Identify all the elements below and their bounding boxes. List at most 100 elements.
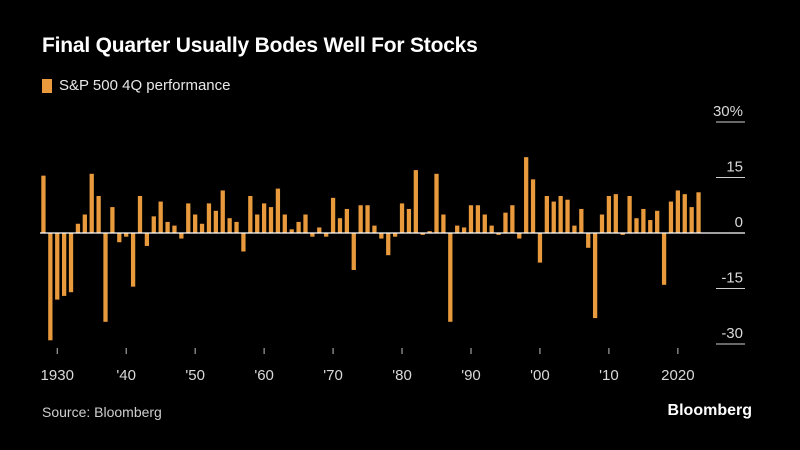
bar-1930 bbox=[55, 233, 60, 300]
bar-1943 bbox=[144, 233, 150, 246]
bar-1991 bbox=[475, 205, 481, 233]
bar-1953 bbox=[213, 210, 218, 233]
bar-2020 bbox=[675, 190, 681, 233]
bar-1956 bbox=[234, 221, 239, 233]
bar-2010 bbox=[606, 196, 612, 233]
bar-2012 bbox=[620, 233, 625, 235]
bar-1931 bbox=[62, 233, 67, 296]
bar-2004 bbox=[565, 199, 570, 233]
bar-2016 bbox=[648, 220, 653, 233]
bar-1985 bbox=[434, 173, 439, 233]
legend-label: S&P 500 4Q performance bbox=[59, 77, 231, 94]
x-tick-label: '60 bbox=[254, 367, 274, 384]
x-tick-label: '80 bbox=[392, 367, 412, 384]
bar-1977 bbox=[379, 233, 384, 239]
y-tick-label: 30% bbox=[713, 103, 743, 120]
bar-1993 bbox=[489, 225, 494, 233]
bar-1997 bbox=[517, 233, 522, 239]
bar-2011 bbox=[613, 194, 618, 233]
bar-2009 bbox=[599, 214, 605, 233]
bar-1998 bbox=[524, 157, 529, 233]
x-tick-label: 1930 bbox=[41, 367, 74, 384]
bar-2006 bbox=[579, 208, 584, 233]
bar-1959 bbox=[255, 214, 260, 233]
bar-1995 bbox=[503, 212, 508, 233]
bar-2018 bbox=[661, 233, 667, 285]
bar-2022 bbox=[689, 207, 694, 233]
bar-2023 bbox=[696, 192, 701, 233]
bar-1961 bbox=[268, 207, 274, 233]
bar-1952 bbox=[206, 203, 212, 233]
bar-1963 bbox=[282, 214, 287, 233]
bar-1949 bbox=[186, 203, 191, 233]
bar-1988 bbox=[455, 225, 460, 233]
bar-1984 bbox=[427, 231, 432, 233]
bar-1958 bbox=[248, 196, 253, 233]
bar-2008 bbox=[592, 233, 598, 319]
bar-1968 bbox=[317, 227, 322, 233]
bar-2021 bbox=[682, 194, 687, 233]
bar-1999 bbox=[530, 179, 536, 233]
bar-1966 bbox=[303, 214, 308, 233]
bar-1980 bbox=[399, 203, 405, 233]
bar-1994 bbox=[496, 233, 501, 235]
bar-1965 bbox=[296, 221, 301, 233]
bar-1983 bbox=[420, 233, 425, 235]
bar-2001 bbox=[544, 196, 549, 233]
bar-2014 bbox=[634, 218, 639, 233]
y-tick-label: 15 bbox=[726, 159, 743, 176]
bar-1939 bbox=[117, 233, 122, 243]
bar-2007 bbox=[586, 233, 591, 248]
chart-title: Final Quarter Usually Bodes Well For Sto… bbox=[42, 34, 478, 57]
bar-1929 bbox=[48, 233, 53, 341]
bar-1970 bbox=[330, 197, 336, 233]
bar-1975 bbox=[365, 205, 370, 233]
bar-1950 bbox=[193, 214, 198, 233]
bar-2017 bbox=[655, 210, 660, 233]
bar-1938 bbox=[110, 207, 115, 233]
bar-1940 bbox=[124, 233, 129, 237]
bar-1981 bbox=[406, 208, 412, 233]
bar-1944 bbox=[151, 216, 156, 233]
bar-1946 bbox=[165, 221, 170, 233]
bar-1986 bbox=[441, 214, 446, 233]
bar-1941 bbox=[130, 233, 136, 287]
x-tick-label: 2020 bbox=[661, 367, 694, 384]
bar-1948 bbox=[179, 233, 184, 239]
bar-1978 bbox=[386, 233, 391, 256]
bar-2005 bbox=[572, 225, 577, 233]
bar-1962 bbox=[275, 188, 281, 233]
bar-1967 bbox=[310, 233, 315, 237]
bar-1936 bbox=[96, 196, 101, 233]
x-tick-label: '50 bbox=[185, 367, 205, 384]
legend-swatch bbox=[42, 78, 52, 93]
bloomberg-logo: Bloomberg bbox=[667, 402, 752, 419]
bar-1974 bbox=[358, 205, 363, 233]
bar-1976 bbox=[372, 225, 377, 233]
bar-2000 bbox=[537, 233, 543, 263]
bar-2013 bbox=[627, 196, 632, 233]
bar-1942 bbox=[137, 196, 143, 233]
bar-2019 bbox=[668, 201, 674, 233]
bar-1928 bbox=[41, 175, 46, 233]
x-tick-label: '00 bbox=[530, 367, 550, 384]
legend: S&P 500 4Q performance bbox=[42, 77, 231, 94]
bar-2003 bbox=[558, 196, 563, 233]
bar-1945 bbox=[158, 201, 163, 233]
bar-1982 bbox=[413, 170, 418, 233]
y-tick-label: -30 bbox=[721, 325, 743, 342]
x-tick-label: '40 bbox=[116, 367, 136, 384]
bar-1957 bbox=[241, 233, 246, 252]
bar-1947 bbox=[172, 225, 177, 233]
bar-1971 bbox=[337, 218, 343, 233]
bar-1973 bbox=[351, 233, 356, 270]
bar-1932 bbox=[68, 233, 74, 293]
bar-1951 bbox=[199, 223, 205, 233]
bar-1937 bbox=[103, 233, 108, 322]
bar-1990 bbox=[468, 205, 474, 233]
x-tick-label: '70 bbox=[323, 367, 343, 384]
x-tick-label: '10 bbox=[599, 367, 619, 384]
bar-1989 bbox=[461, 227, 467, 233]
bar-2002 bbox=[551, 201, 556, 233]
